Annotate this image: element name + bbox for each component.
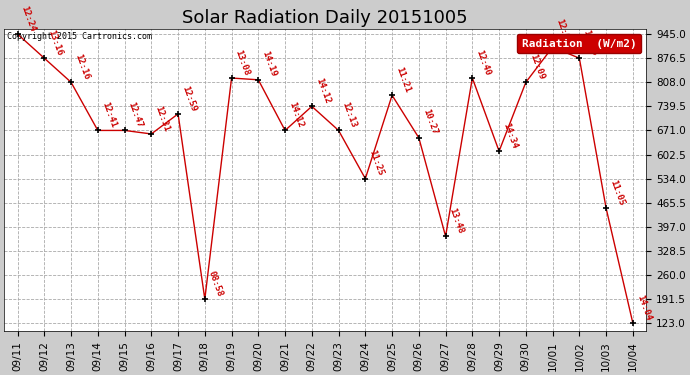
Text: 14:34: 14:34 <box>501 122 519 150</box>
Text: 12:41: 12:41 <box>100 101 117 129</box>
Text: 12:16: 12:16 <box>73 53 91 81</box>
Text: 13:48: 13:48 <box>448 207 465 235</box>
Text: 12:24: 12:24 <box>20 4 37 33</box>
Text: 08:58: 08:58 <box>207 269 225 298</box>
Text: 12:25: 12:25 <box>582 28 599 57</box>
Title: Solar Radiation Daily 20151005: Solar Radiation Daily 20151005 <box>182 9 468 27</box>
Text: 11:21: 11:21 <box>394 66 412 94</box>
Text: 12:09: 12:09 <box>528 53 546 81</box>
Text: 12:31: 12:31 <box>153 104 171 132</box>
Text: 14:04: 14:04 <box>635 293 653 322</box>
Text: 11:25: 11:25 <box>368 149 385 177</box>
Text: 12:09: 12:09 <box>555 17 573 46</box>
Legend: Radiation  (W/m2): Radiation (W/m2) <box>517 34 642 53</box>
Text: 13:08: 13:08 <box>234 48 251 76</box>
Text: 14:19: 14:19 <box>260 50 278 78</box>
Text: 11:05: 11:05 <box>609 178 626 207</box>
Text: Copyright 2015 Cartronics.com: Copyright 2015 Cartronics.com <box>8 32 152 41</box>
Text: 12:47: 12:47 <box>127 101 144 129</box>
Text: 10:27: 10:27 <box>421 108 439 136</box>
Text: 12:59: 12:59 <box>180 84 198 112</box>
Text: 12:40: 12:40 <box>475 48 492 76</box>
Text: 14:12: 14:12 <box>287 101 305 129</box>
Text: 12:13: 12:13 <box>341 101 358 129</box>
Text: 14:12: 14:12 <box>314 76 332 105</box>
Text: 13:16: 13:16 <box>46 28 64 57</box>
